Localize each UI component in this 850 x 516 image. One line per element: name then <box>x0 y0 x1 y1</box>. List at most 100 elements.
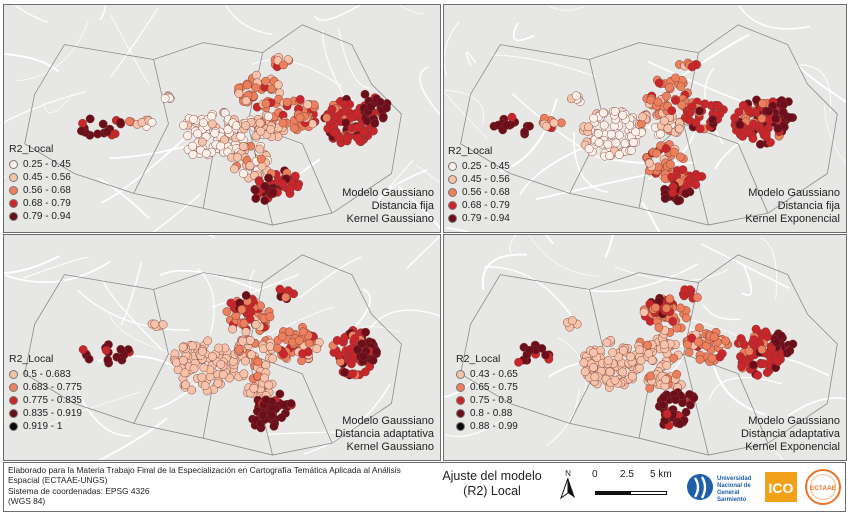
legend-item: 0.5 - 0.683 <box>9 368 82 381</box>
legend-label: 0.775 - 0.835 <box>23 395 82 406</box>
caption-line-1: Modelo Gaussiano <box>748 187 840 199</box>
legend-item: 0.919 - 1 <box>9 420 82 433</box>
scale-label-mid: 2.5 <box>620 469 634 480</box>
panel-caption: Modelo Gaussiano Distancia fija Kernel Gau… <box>342 187 434 226</box>
legend-item: 0.835 - 0.919 <box>9 407 82 420</box>
legend-item: 0.56 - 0.68 <box>9 184 71 197</box>
legend-label: 0.56 - 0.68 <box>462 187 510 198</box>
legend-item: 0.683 - 0.775 <box>9 381 82 394</box>
legend-label: 0.79 - 0.94 <box>462 213 510 224</box>
legend-item: 0.25 - 0.45 <box>9 158 71 171</box>
legend-label: 0.8 - 0.88 <box>470 408 513 419</box>
legend-label: 0.25 - 0.45 <box>23 159 71 170</box>
legend-item: 0.68 - 0.79 <box>9 197 71 210</box>
admin-boundaries <box>460 254 838 456</box>
legend-item: 0.79 - 0.94 <box>9 210 71 223</box>
legend-swatch <box>448 175 457 184</box>
r2-local-points <box>489 58 797 206</box>
scale-bar-graphic <box>595 491 667 495</box>
ungs-text-1: Universidad <box>717 476 752 482</box>
legend-item: 0.68 - 0.79 <box>448 199 510 212</box>
legend-label: 0.43 - 0.65 <box>470 369 518 380</box>
caption-line-3: Kernel Gaussiano <box>346 441 434 453</box>
legend-item: 0.79 - 0.94 <box>448 212 510 225</box>
map-title-line-1: Ajuste del modelo <box>442 469 542 483</box>
legend-swatch <box>9 160 18 169</box>
legend-item: 0.75 - 0.8 <box>456 394 518 407</box>
map-title: Ajuste del modelo (R2) Local <box>436 469 548 499</box>
map-footer: Elaborado para la Materia Trabajo Final … <box>3 462 846 512</box>
credits-line-1: Elaborado para la Materia Trabajo Final … <box>8 465 401 475</box>
legend-swatch <box>9 186 18 195</box>
legend: R2_Local 0.43 - 0.65 0.65 - 0.75 0.75 - 0.8… <box>456 353 518 433</box>
legend-title: R2_Local <box>456 353 501 365</box>
legend-swatch <box>448 188 457 197</box>
caption-line-3: Kernel Exponencial <box>745 213 840 225</box>
caption-line-1: Modelo Gaussiano <box>342 187 434 199</box>
ungs-text-3: General <box>717 490 740 496</box>
admin-boundaries <box>24 254 402 456</box>
ungs-text-2: Nacional de <box>717 483 751 489</box>
legend-item: 0.8 - 0.88 <box>456 407 518 420</box>
legend-swatch <box>9 409 18 418</box>
basemap <box>4 235 440 460</box>
credits: Elaborado para la Materia Trabajo Final … <box>8 465 401 506</box>
basemap <box>444 5 846 232</box>
legend-title: R2_Local <box>448 145 493 157</box>
legend-item: 0.775 - 0.835 <box>9 394 82 407</box>
admin-boundaries <box>24 24 402 226</box>
legend-swatch <box>9 383 18 392</box>
map-title-line-2: (R2) Local <box>463 484 521 498</box>
map-panel-bottom-left: R2_Local 0.5 - 0.683 0.683 - 0.775 0.775 - … <box>3 234 441 461</box>
legend-swatch <box>456 396 465 405</box>
legend-label: 0.65 - 0.75 <box>470 382 518 393</box>
basemap <box>444 235 846 460</box>
legend-swatch <box>9 199 18 208</box>
ectaae-logo: ECTAAE <box>804 468 842 506</box>
map-panel-top-right: R2_Local 0.25 - 0.45 0.45 - 0.56 0.56 - 0.6… <box>443 4 847 233</box>
ungs-text-4: Sarmiento <box>717 497 747 503</box>
ungs-logo: Universidad Nacional de General Sarmient… <box>686 470 762 506</box>
scale-label-0: 0 <box>592 469 598 480</box>
legend-label: 0.45 - 0.56 <box>462 174 510 185</box>
panel-caption: Modelo Gaussiano Distancia adaptativa Kern… <box>335 415 434 454</box>
legend-label: 0.88 - 0.99 <box>470 421 518 432</box>
basemap <box>4 5 440 232</box>
credits-line-3: Sistema de coordenadas: EPSG 4326 <box>8 485 150 496</box>
legend-label: 0.68 - 0.79 <box>462 200 510 211</box>
map-panel-top-left: R2_Local 0.25 - 0.45 0.45 - 0.56 0.56 - 0.6… <box>3 4 441 233</box>
north-arrow-icon: N <box>559 467 577 503</box>
legend-label: 0.56 - 0.68 <box>23 185 71 196</box>
legend-label: 0.45 - 0.56 <box>23 172 71 183</box>
caption-line-2: Distancia fija <box>777 200 840 212</box>
legend: R2_Local 0.25 - 0.45 0.45 - 0.56 0.56 - 0.6… <box>9 143 71 223</box>
map-panel-bottom-right: R2_Local 0.43 - 0.65 0.65 - 0.75 0.75 - 0.8… <box>443 234 847 461</box>
legend-label: 0.68 - 0.79 <box>23 198 71 209</box>
panel-caption: Modelo Gaussiano Distancia fija Kernel Exp… <box>745 187 840 226</box>
legend-label: 0.919 - 1 <box>23 421 63 432</box>
legend-title: R2_Local <box>9 353 54 365</box>
legend-item: 0.56 - 0.68 <box>448 186 510 199</box>
caption-line-2: Distancia adaptativa <box>740 428 840 440</box>
r2-local-points <box>514 285 798 430</box>
legend-title: R2_Local <box>9 143 54 155</box>
legend-swatch <box>456 370 465 379</box>
legend-swatch <box>9 212 18 221</box>
legend-item: 0.88 - 0.99 <box>456 420 518 433</box>
legend-swatch <box>448 214 457 223</box>
road-network <box>4 5 440 232</box>
ico-logo: ICO <box>765 472 797 502</box>
credits-line-4: (WGS 84) <box>8 495 46 506</box>
credits-line-2: Espacial (ECTAAE-UNGS) <box>8 475 108 486</box>
caption-line-2: Distancia fija <box>371 200 434 212</box>
legend-swatch <box>456 409 465 418</box>
legend-label: 0.25 - 0.45 <box>462 161 510 172</box>
legend-label: 0.75 - 0.8 <box>470 395 513 406</box>
north-label: N <box>565 469 571 478</box>
legend-swatch <box>9 173 18 182</box>
legend-swatch <box>9 396 18 405</box>
scale-bar: 0 2.5 5 km <box>592 469 674 499</box>
legend-swatch <box>456 422 465 431</box>
legend-item: 0.45 - 0.56 <box>9 171 71 184</box>
caption-line-2: Distancia adaptativa <box>334 428 434 440</box>
